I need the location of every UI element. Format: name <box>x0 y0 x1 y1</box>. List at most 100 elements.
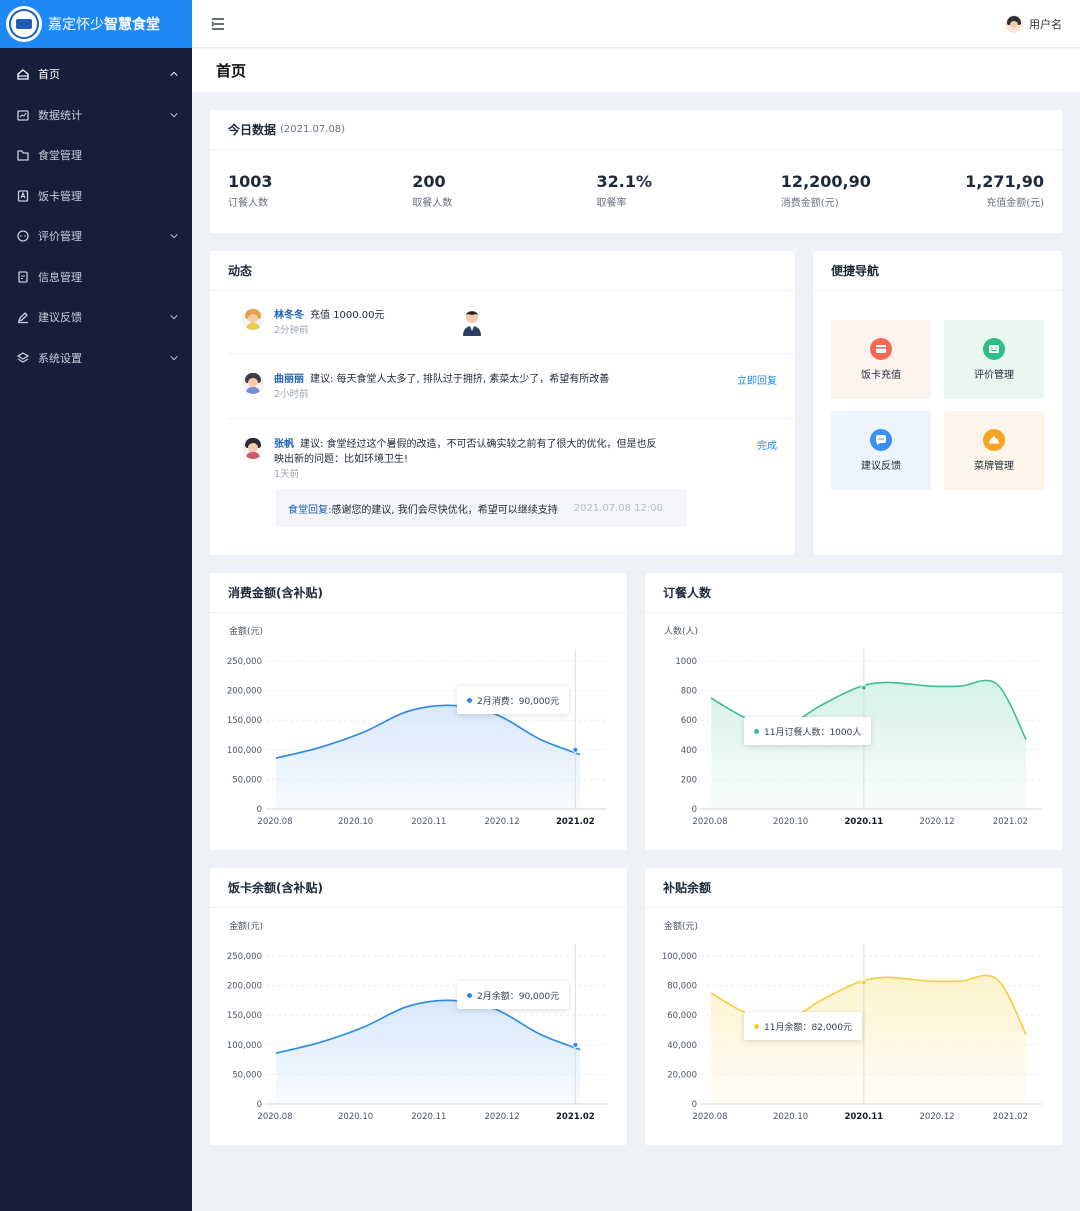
x-tick-label: 2020.12 <box>920 1112 955 1122</box>
y-tick-label: 250,000 <box>227 657 262 667</box>
y-tick-label: 0 <box>692 1100 697 1110</box>
sidebar-item[interactable]: 食堂管理 <box>0 135 192 176</box>
feed-user-name[interactable]: 林冬冬 <box>274 310 304 321</box>
stat-block: 1003 订餐人数 <box>228 172 412 209</box>
sidebar-nav: 首页数据统计食堂管理饭卡管理评价管理信息管理建议反馈 系统设置 <box>0 48 192 378</box>
activity-card: 动态 林冬冬 充值 1000.00元 2分钟前 曲丽丽 建议: 每天食堂人太多了, … <box>210 251 795 555</box>
quick-nav-item[interactable]: 饭卡充值 <box>831 320 931 399</box>
today-stats: 1003 订餐人数 200 取餐人数 32.1% 取餐率 12,200,90 消费金额(元) 1… <box>210 150 1062 209</box>
username: 用户名 <box>1029 17 1062 31</box>
sidebar-item[interactable]: 建议反馈 <box>0 297 192 338</box>
reply-now-link[interactable]: 立即回复 <box>737 376 777 387</box>
sidebar-item[interactable]: 首页 <box>0 54 192 95</box>
school-logo <box>6 6 42 42</box>
sidebar-item[interactable]: 信息管理 <box>0 257 192 298</box>
feed-user-name[interactable]: 曲丽丽 <box>274 374 304 385</box>
comment-icon <box>16 229 30 243</box>
stat-value: 1,271,90 <box>965 172 1045 191</box>
brand[interactable]: 嘉定怀少智慧食堂 <box>0 0 192 48</box>
data-point-marker <box>572 1041 579 1048</box>
area-fill <box>711 975 1027 1104</box>
chart-tooltip: 11月订餐人数：1000人 <box>744 717 872 745</box>
chart-tooltip: 2月余额：90,000元 <box>457 981 570 1009</box>
stat-value: 1003 <box>228 172 273 191</box>
tooltip-dot <box>467 992 472 998</box>
user-menu[interactable]: 用户名 <box>1005 14 1062 33</box>
feed-content: 充值 1000.00元 <box>310 310 385 321</box>
today-data-card: 今日数据 (2021.07.08) 1003 订餐人数 200 取餐人数 32.1% 取餐… <box>210 110 1062 233</box>
quick-nav-item[interactable]: 建议反馈 <box>831 411 931 490</box>
feedback-icon <box>870 429 892 451</box>
x-tick-label: 2020.10 <box>773 817 808 827</box>
feed-content: 建议: 食堂经过这个暑假的改造，不可否认确实较之前有了很大的优化，但是也反 <box>300 439 657 450</box>
chart-board-icon <box>16 108 30 122</box>
y-tick-label: 250,000 <box>227 952 262 962</box>
stat-label: 消费金额(元) <box>780 198 839 209</box>
chart-header: 补贴余额 <box>645 868 1062 908</box>
y-tick-label: 100,000 <box>227 746 262 756</box>
feed-time: 1天前 <box>274 469 300 480</box>
sidebar-item-label: 评价管理 <box>38 230 82 244</box>
y-axis-unit: 金额(元) <box>229 920 263 932</box>
stat-block: 32.1% 取餐率 <box>597 172 781 209</box>
quick-nav-label: 饭卡充值 <box>861 370 901 381</box>
rating-icon <box>983 338 1005 360</box>
sidebar-item[interactable]: 饭卡管理 <box>0 176 192 217</box>
x-tick-label: 2020.12 <box>920 817 955 827</box>
avatar <box>242 372 264 394</box>
sidebar-item-label: 食堂管理 <box>38 149 82 163</box>
y-tick-label: 150,000 <box>227 716 262 726</box>
stat-label: 订餐人数 <box>228 198 268 209</box>
sidebar-item-label: 信息管理 <box>38 270 82 284</box>
chart-tooltip: 2月消费：90,000元 <box>457 686 570 714</box>
quick-nav-header: 便捷导航 <box>813 251 1062 291</box>
y-tick-label: 100,000 <box>227 1041 262 1051</box>
today-card-header: 今日数据 (2021.07.08) <box>210 110 1062 150</box>
tooltip-text: 11月余额：82,000元 <box>764 1022 852 1033</box>
sidebar-item[interactable]: 数据统计 <box>0 95 192 136</box>
wallet-icon <box>870 338 892 360</box>
done-link[interactable]: 完成 <box>757 441 777 452</box>
chart-header: 消费金额(含补贴) <box>210 573 627 613</box>
stat-block: 1,271,90 充值金额(元) <box>965 172 1044 209</box>
x-tick-label: 2020.08 <box>692 1112 727 1122</box>
feed-item: 林冬冬 充值 1000.00元 2分钟前 <box>210 308 795 338</box>
stat-block: 12,200,90 消费金额(元) <box>781 172 965 209</box>
y-tick-label: 100,000 <box>662 952 697 962</box>
tooltip-text: 2月余额：90,000元 <box>477 991 560 1002</box>
y-tick-label: 200 <box>681 775 697 785</box>
y-tick-label: 600 <box>681 716 697 726</box>
series-line <box>275 704 581 759</box>
x-tick-label: 2021.02 <box>993 1112 1028 1122</box>
feed-content: 建议: 每天食堂人太多了, 排队过于拥挤, 素菜太少了，希望有所改善 <box>310 374 610 385</box>
x-tick-label: 2020.12 <box>485 817 520 827</box>
y-tick-label: 200,000 <box>227 982 262 992</box>
menu-collapse-icon[interactable] <box>210 16 226 32</box>
feed-user-name[interactable]: 张帆 <box>274 439 294 450</box>
chevron-up-icon <box>168 68 180 80</box>
quick-nav-item[interactable]: 评价管理 <box>944 320 1044 399</box>
y-tick-label: 80,000 <box>667 982 697 992</box>
avatar <box>242 437 264 459</box>
dish-icon <box>983 429 1005 451</box>
sidebar-item-label: 首页 <box>38 68 60 82</box>
feed-item: 曲丽丽 建议: 每天食堂人太多了, 排队过于拥挤, 素菜太少了，希望有所改善 2小… <box>210 372 795 402</box>
quick-nav-item[interactable]: 菜牌管理 <box>944 411 1044 490</box>
quick-nav-label: 菜牌管理 <box>974 461 1014 472</box>
y-tick-label: 150,000 <box>227 1011 262 1021</box>
chart-tooltip: 11月余额：82,000元 <box>744 1012 862 1040</box>
x-tick-label: 2020.10 <box>773 1112 808 1122</box>
chart-title: 饭卡余额(含补贴) <box>228 881 323 895</box>
y-tick-label: 0 <box>692 805 697 815</box>
stat-block: 200 取餐人数 <box>412 172 596 209</box>
sidebar-item-label: 饭卡管理 <box>38 189 82 203</box>
stat-value: 32.1% <box>596 172 653 191</box>
tooltip-text: 11月订餐人数：1000人 <box>764 727 862 738</box>
tooltip-dot <box>754 1023 759 1029</box>
chevron-down-icon <box>168 109 180 121</box>
reply-label: 食堂回复: <box>288 504 332 516</box>
feed-time: 2小时前 <box>274 389 309 400</box>
sidebar-item[interactable]: 系统设置 <box>0 338 192 379</box>
sidebar-item[interactable]: 评价管理 <box>0 216 192 257</box>
x-tick-label: 2020.08 <box>257 1112 292 1122</box>
